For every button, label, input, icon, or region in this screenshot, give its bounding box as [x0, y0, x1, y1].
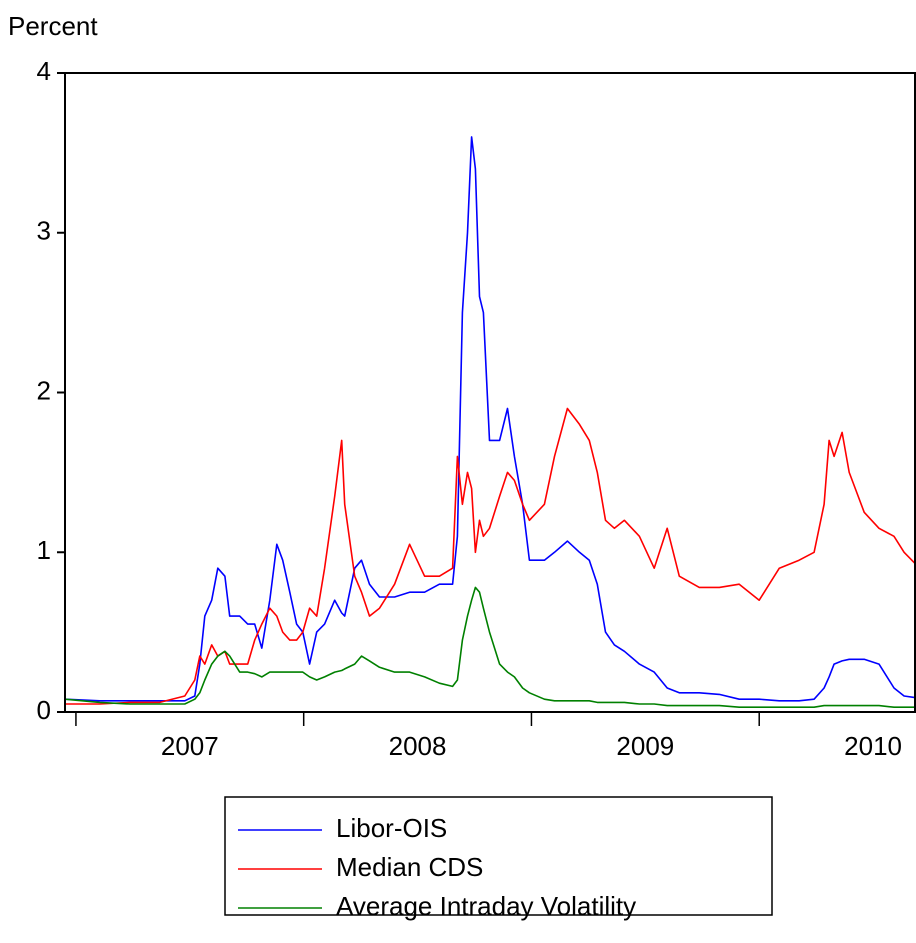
- legend-label: Libor-OIS: [336, 813, 447, 843]
- y-axis-label: Percent: [8, 11, 98, 41]
- legend-box: [224, 796, 773, 916]
- y-tick-label: 3: [37, 216, 51, 246]
- legend-label: Average Intraday Volatility: [336, 891, 636, 921]
- y-tick-label: 1: [37, 535, 51, 565]
- x-tick-label: 2007: [161, 731, 219, 761]
- x-tick-label: 2008: [389, 731, 447, 761]
- y-tick-label: 4: [37, 56, 51, 86]
- x-tick-label: 2010: [844, 731, 902, 761]
- x-tick-label: 2009: [616, 731, 674, 761]
- plot-frame: [64, 72, 916, 713]
- series-line: [64, 586, 915, 708]
- y-tick-label: 0: [37, 695, 51, 725]
- y-tick-label: 2: [37, 375, 51, 405]
- series-line: [64, 136, 916, 702]
- legend-label: Median CDS: [336, 852, 483, 882]
- series-line: [65, 407, 916, 705]
